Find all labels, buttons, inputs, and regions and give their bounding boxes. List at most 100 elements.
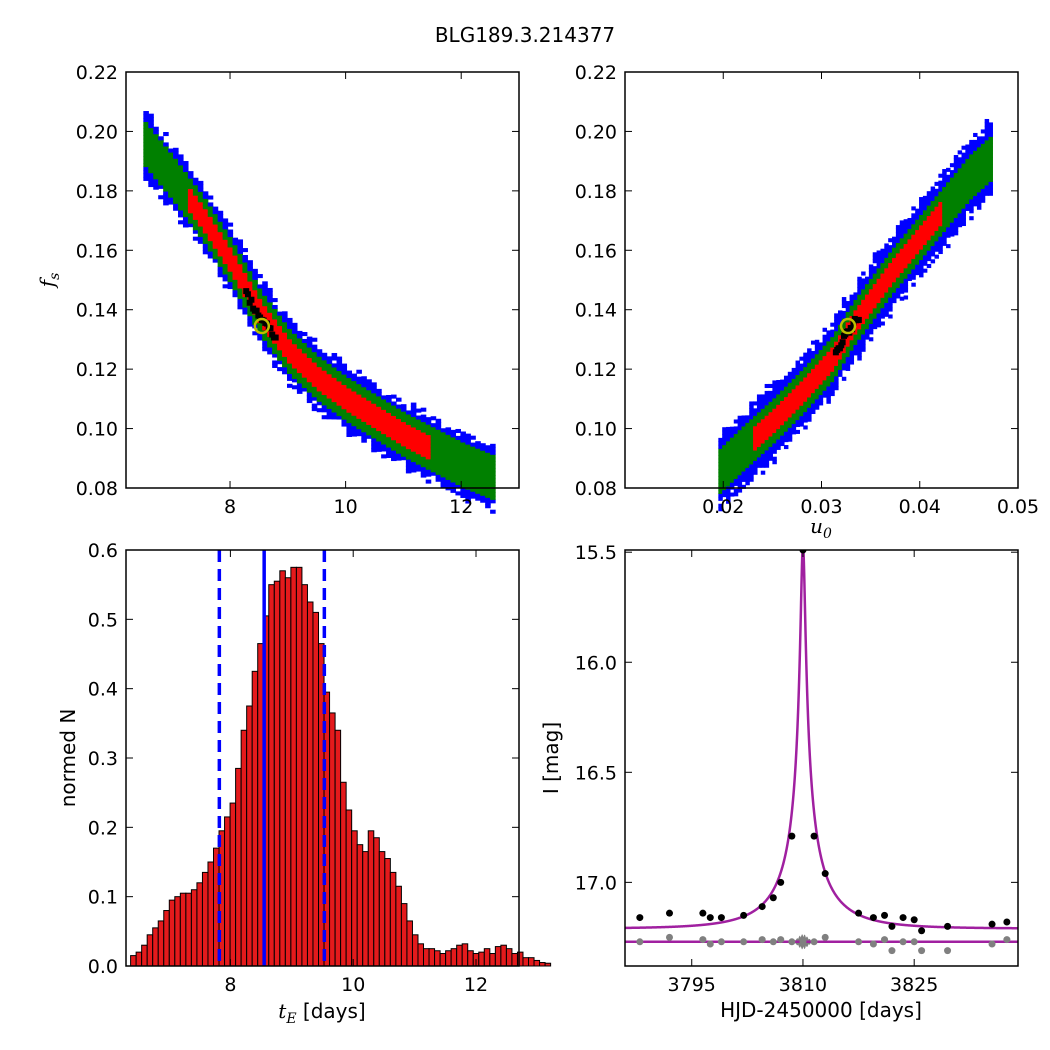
te-fs-cell-red	[410, 440, 417, 445]
te-fs-cell-blue	[217, 266, 224, 271]
te-fs-cell-green	[425, 462, 432, 467]
u0-fs-cell-green	[919, 221, 924, 226]
te-fs-cell-blue	[346, 422, 352, 427]
te-fs-cell-blue	[182, 216, 189, 221]
te-fs-cell-green	[173, 182, 179, 187]
panel-te-hist-xlabel: tE [days]	[278, 999, 365, 1027]
te-fs-cell-green	[410, 419, 417, 424]
te-fs-cell-green	[163, 184, 169, 189]
u0-fs-cell-green	[965, 196, 970, 201]
u0-fs-cell-blue	[756, 456, 762, 461]
u0-fs-cell-blue	[741, 422, 746, 427]
u0-fs-cell-green	[973, 178, 978, 183]
te-fs-cell-green	[178, 178, 184, 183]
te-fs-cell-green	[366, 424, 372, 429]
te-fs-cell-blue	[267, 346, 273, 351]
u0-fs-cell-red	[861, 309, 866, 314]
observation-point	[910, 916, 918, 924]
te-fs-cell-green	[197, 198, 204, 203]
te-fs-cell-blue	[301, 338, 308, 344]
u0-fs-cell-blue	[795, 367, 800, 372]
u0-fs-cell-red	[892, 267, 897, 272]
u0-fs-cell-green	[922, 209, 928, 214]
u0-fs-cell-blue	[799, 367, 804, 372]
u0-fs-cell-red	[799, 387, 804, 392]
u0-fs-cell-green	[768, 404, 773, 409]
hist-bar	[284, 577, 292, 967]
u0-fs-cell-blue	[930, 186, 936, 191]
observation-point	[918, 927, 926, 935]
te-fs-cell-blue	[232, 241, 239, 246]
u0-fs-cell-red	[892, 278, 897, 283]
u0-fs-cell-green	[973, 181, 978, 186]
te-hist-ytick-label: 0.4	[88, 679, 118, 701]
u0-fs-cell-blue	[919, 197, 924, 202]
u0-fs-cell-blue	[729, 492, 735, 497]
u0-fs-cell-blue	[868, 323, 874, 328]
hist-bar	[384, 858, 391, 967]
te-fs-cell-blue	[415, 467, 422, 472]
te-fs-cell-green	[158, 160, 164, 165]
te-fs-xtick-label: 12	[449, 496, 473, 518]
te-fs-cell-blue	[148, 113, 154, 118]
u0-fs-cell-red	[880, 279, 885, 284]
u0-fs-cell-green	[888, 293, 893, 298]
u0-fs-cell-green	[976, 153, 982, 158]
u0-fs-cell-blue	[953, 224, 959, 229]
u0-fs-cell-green	[953, 179, 959, 184]
u0-fs-cell-green	[988, 143, 993, 148]
u0-fs-cell-blue	[919, 200, 924, 205]
te-fs-cell-red	[192, 215, 199, 220]
u0-fs-cell-blue	[760, 394, 766, 399]
u0-fs-ytick-label: 0.22	[575, 62, 617, 84]
panel-u0-fs-xlabel: u0	[810, 514, 832, 542]
u0-fs-cell-blue	[903, 219, 909, 224]
u0-fs-cell-red	[845, 321, 851, 326]
te-fs-cell-red	[267, 329, 273, 334]
u0-fs-cell-blue	[807, 358, 812, 363]
te-fs-cell-blue	[148, 172, 154, 177]
te-fs-cell-green	[475, 489, 481, 494]
u0-fs-cell-green	[922, 213, 928, 218]
u0-fs-cell-blue	[953, 227, 959, 232]
u0-fs-cell-blue	[973, 139, 978, 144]
te-fs-cell-green	[440, 455, 447, 461]
u0-fs-cell-blue	[799, 419, 804, 424]
u0-fs-cell-green	[756, 415, 762, 420]
te-fs-cell-green	[163, 173, 169, 178]
te-fs-cell-blue	[242, 254, 248, 260]
te-fs-cell-blue	[286, 321, 293, 326]
te-fs-cell-blue	[321, 408, 328, 413]
te-fs-cell-green	[182, 195, 189, 200]
u0-fs-cell-green	[973, 171, 978, 176]
te-fs-cell-blue	[435, 474, 442, 479]
u0-fs-cell-blue	[772, 387, 777, 392]
u0-fs-cell-green	[930, 200, 936, 205]
u0-fs-cell-red	[803, 383, 808, 388]
u0-fs-cell-red	[826, 365, 831, 370]
te-fs-cell-green	[321, 366, 328, 371]
te-fs-cell-red	[371, 413, 377, 418]
te-fs-cell-blue	[232, 237, 239, 242]
te-fs-cell-red	[296, 351, 303, 356]
u0-fs-cell-green	[845, 353, 851, 358]
u0-fs-cell-blue	[772, 460, 777, 465]
u0-fs-cell-blue	[880, 252, 885, 257]
u0-fs-cell-blue	[753, 411, 758, 416]
te-fs-cell-green	[371, 399, 377, 404]
te-fs-cell-green	[247, 270, 253, 275]
u0-fs-cell-blue	[845, 307, 851, 313]
te-fs-cell-green	[158, 146, 164, 151]
u0-fs-cell-green	[826, 378, 831, 384]
hist-bar	[428, 948, 436, 967]
te-fs-cell-green	[455, 439, 461, 444]
te-fs-cell-blue	[440, 480, 447, 485]
hist-bar	[279, 570, 286, 967]
u0-fs-cell-red	[753, 432, 758, 437]
te-fs-cell-green	[460, 473, 466, 478]
te-fs-cell-blue	[361, 376, 367, 381]
u0-fs-cell-green	[949, 190, 955, 195]
te-fs-cell-green	[173, 172, 179, 177]
u0-fs-cell-red	[857, 321, 862, 326]
u0-fs-cell-red	[756, 436, 762, 441]
